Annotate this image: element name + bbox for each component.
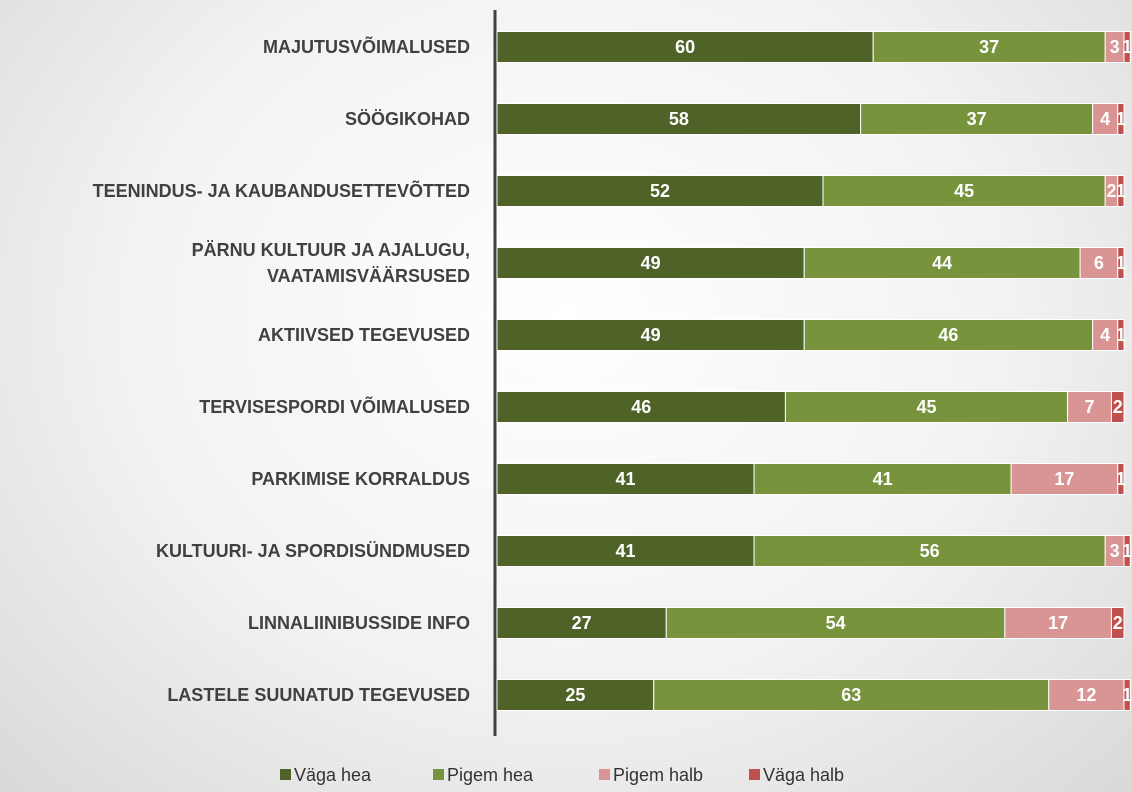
value-label: 37 <box>967 109 987 129</box>
value-label: 1 <box>1122 685 1132 705</box>
value-label: 41 <box>873 469 893 489</box>
value-label: 44 <box>932 253 952 273</box>
bar-segment <box>1110 607 1125 639</box>
value-label: 3 <box>1110 37 1120 57</box>
bar-segment <box>653 679 1050 711</box>
value-label: 2 <box>1113 613 1123 633</box>
legend-swatch <box>280 769 291 780</box>
bar-segment <box>753 535 1106 567</box>
value-label: 1 <box>1116 469 1126 489</box>
legend-label: Pigem hea <box>447 765 534 785</box>
value-label: 46 <box>938 325 958 345</box>
value-label: 45 <box>916 397 936 417</box>
value-label: 7 <box>1085 397 1095 417</box>
value-label: 2 <box>1106 181 1116 201</box>
value-label: 12 <box>1076 685 1096 705</box>
value-label: 49 <box>641 253 661 273</box>
value-label: 41 <box>616 541 636 561</box>
bar-segment <box>1123 535 1131 567</box>
value-label: 1 <box>1122 541 1132 561</box>
category-label: LINNALIINIBUSSIDE INFO <box>247 613 470 633</box>
category-label: TEENINDUS- JA KAUBANDUSETTEVÕTTED <box>92 181 470 201</box>
category-label: MAJUTUSVÕIMALUSED <box>262 37 470 57</box>
value-label: 17 <box>1048 613 1068 633</box>
bar-segment <box>803 247 1081 279</box>
bar-segment <box>1110 391 1125 423</box>
legend-label: Väga halb <box>763 765 844 785</box>
category-label: PARKIMISE KORRALDUS <box>251 469 470 489</box>
value-label: 25 <box>565 685 585 705</box>
value-label: 1 <box>1116 109 1126 129</box>
bar-segment <box>496 391 786 423</box>
category-label: AKTIIVSED TEGEVUSED <box>257 325 470 345</box>
value-label: 2 <box>1113 397 1123 417</box>
value-label: 3 <box>1110 541 1120 561</box>
bar-segment <box>496 247 805 279</box>
legend-swatch <box>749 769 760 780</box>
value-label: 63 <box>841 685 861 705</box>
bar-segment <box>1010 463 1119 495</box>
bar-segment <box>496 607 667 639</box>
value-label: 1 <box>1122 37 1132 57</box>
bar-segment <box>1067 391 1112 423</box>
category-label: TERVISESPORDI VÕIMALUSED <box>199 397 470 417</box>
value-label: 37 <box>979 37 999 57</box>
value-label: 52 <box>650 181 670 201</box>
bar-segment <box>872 31 1106 63</box>
bar-segment <box>1123 31 1131 63</box>
bar-segment <box>496 535 755 567</box>
bar-segment <box>496 103 862 135</box>
value-label: 60 <box>675 37 695 57</box>
bar-segment <box>1123 679 1131 711</box>
value-label: 41 <box>616 469 636 489</box>
value-label: 58 <box>669 109 689 129</box>
bar-segment <box>496 319 805 351</box>
legend-swatch <box>433 769 444 780</box>
bar-segment <box>1092 103 1119 135</box>
value-label: 27 <box>572 613 592 633</box>
category-label: SÖÖGIKOHAD <box>344 109 470 129</box>
value-label: 45 <box>954 181 974 201</box>
bar-segment <box>822 175 1106 207</box>
bar-segment <box>1117 463 1125 495</box>
bar-segment <box>1117 103 1125 135</box>
value-label: 56 <box>920 541 940 561</box>
bar-segment <box>496 175 824 207</box>
bar-segment <box>803 319 1094 351</box>
category-label: KULTUURI- JA SPORDISÜNDMUSED <box>155 541 470 561</box>
category-label: LASTELE SUUNATUD TEGEVUSED <box>167 685 470 705</box>
bar-segment <box>1004 607 1112 639</box>
value-label: 1 <box>1116 181 1126 201</box>
legend-label: Väga hea <box>294 765 372 785</box>
value-label: 46 <box>631 397 651 417</box>
bar-segment <box>496 463 755 495</box>
legend-label: Pigem halb <box>613 765 703 785</box>
bar-segment <box>496 31 874 63</box>
bar-segment <box>1117 247 1125 279</box>
bar-segment <box>1117 319 1125 351</box>
category-label: PÄRNU KULTUUR JA AJALUGU, VAATAMISVÄÄRSU… <box>191 240 470 286</box>
bar-segment <box>753 463 1012 495</box>
bar-segment <box>860 103 1094 135</box>
value-label: 49 <box>641 325 661 345</box>
value-label: 17 <box>1054 469 1074 489</box>
bar-segment <box>784 391 1069 423</box>
bar-segment <box>1048 679 1125 711</box>
value-label: 6 <box>1094 253 1104 273</box>
value-label: 1 <box>1116 325 1126 345</box>
value-label: 4 <box>1100 325 1110 345</box>
value-label: 1 <box>1116 253 1126 273</box>
value-label: 4 <box>1100 109 1110 129</box>
bar-segment <box>665 607 1006 639</box>
bar-segment <box>1117 175 1125 207</box>
legend-swatch <box>599 769 610 780</box>
value-label: 54 <box>826 613 846 633</box>
